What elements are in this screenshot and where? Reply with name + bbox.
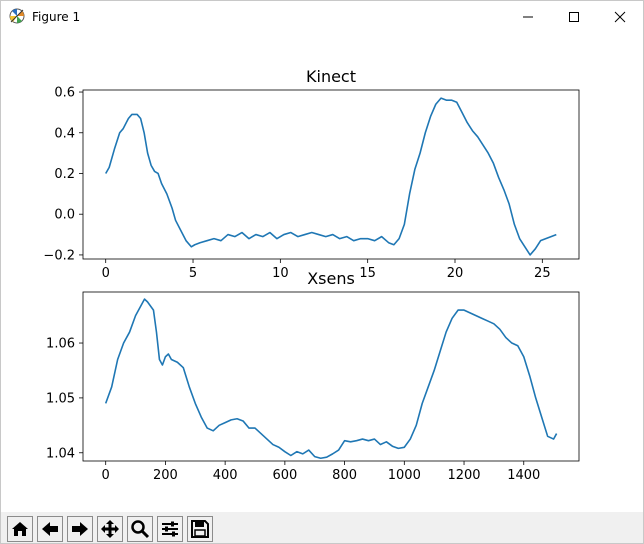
window-title: Figure 1 — [32, 10, 81, 24]
x-tick-label: 0 — [102, 266, 110, 281]
x-tick-label: 600 — [272, 468, 297, 483]
navigation-toolbar — [1, 512, 643, 543]
axes-frame-1 — [82, 89, 580, 260]
x-tick-label: 1400 — [507, 468, 540, 483]
series-line-2-1 — [104, 298, 558, 460]
floppy-disk-icon — [190, 519, 210, 539]
home-icon — [10, 519, 30, 539]
chart-title-1: Kinect — [306, 67, 356, 86]
maximize-button[interactable] — [551, 1, 597, 32]
figure-canvas[interactable]: 0 5 10 15 20 25 −0.2 0.0 0.2 0.4 0.6 Kinect 0 200 400 6… — [1, 32, 643, 512]
x-tick-label: 400 — [213, 468, 238, 483]
y-tick-label: 1.06 — [46, 337, 75, 352]
close-icon — [614, 11, 626, 23]
y-tick-label: 1.05 — [46, 391, 75, 406]
series-line-1-1 — [105, 97, 557, 256]
figure-plot: 0 5 10 15 20 25 −0.2 0.0 0.2 0.4 0.6 Kinect 0 200 400 6… — [43, 67, 580, 483]
save-button[interactable] — [187, 516, 213, 542]
axes-frame-2 — [82, 291, 580, 462]
back-button[interactable] — [37, 516, 63, 542]
y-tick-label: −0.2 — [43, 248, 75, 263]
magnifier-icon — [130, 519, 150, 539]
chart-title-2: Xsens — [307, 269, 355, 288]
x-tick-label: 800 — [332, 468, 357, 483]
y-tick-label: 0.6 — [54, 86, 75, 101]
minimize-button[interactable] — [505, 1, 551, 32]
y-tick-label: 0.2 — [54, 167, 75, 182]
x-tick-label: 0 — [102, 468, 110, 483]
minimize-icon — [522, 11, 534, 23]
y-tick-label: 1.04 — [46, 446, 75, 461]
arrow-left-icon — [40, 519, 60, 539]
configure-subplots-button[interactable] — [157, 516, 183, 542]
maximize-icon — [568, 11, 580, 23]
x-tick-label: 20 — [447, 266, 464, 281]
x-tick-label: 1000 — [388, 468, 421, 483]
close-button[interactable] — [597, 1, 643, 32]
x-tick-label: 15 — [359, 266, 376, 281]
zoom-button[interactable] — [127, 516, 153, 542]
forward-button[interactable] — [67, 516, 93, 542]
home-button[interactable] — [7, 516, 33, 542]
x-tick-label: 200 — [153, 468, 178, 483]
arrow-right-icon — [70, 519, 90, 539]
y-tick-label: 0.0 — [54, 208, 75, 223]
pan-button[interactable] — [97, 516, 123, 542]
x-tick-label: 25 — [534, 266, 551, 281]
x-tick-label: 1200 — [447, 468, 480, 483]
move-icon — [100, 519, 120, 539]
y-tick-label: 0.4 — [54, 126, 75, 141]
matplotlib-logo-icon — [9, 8, 25, 24]
sliders-icon — [160, 519, 180, 539]
x-tick-label: 5 — [189, 266, 197, 281]
title-bar[interactable]: Figure 1 — [1, 1, 643, 32]
x-tick-label: 10 — [272, 266, 289, 281]
